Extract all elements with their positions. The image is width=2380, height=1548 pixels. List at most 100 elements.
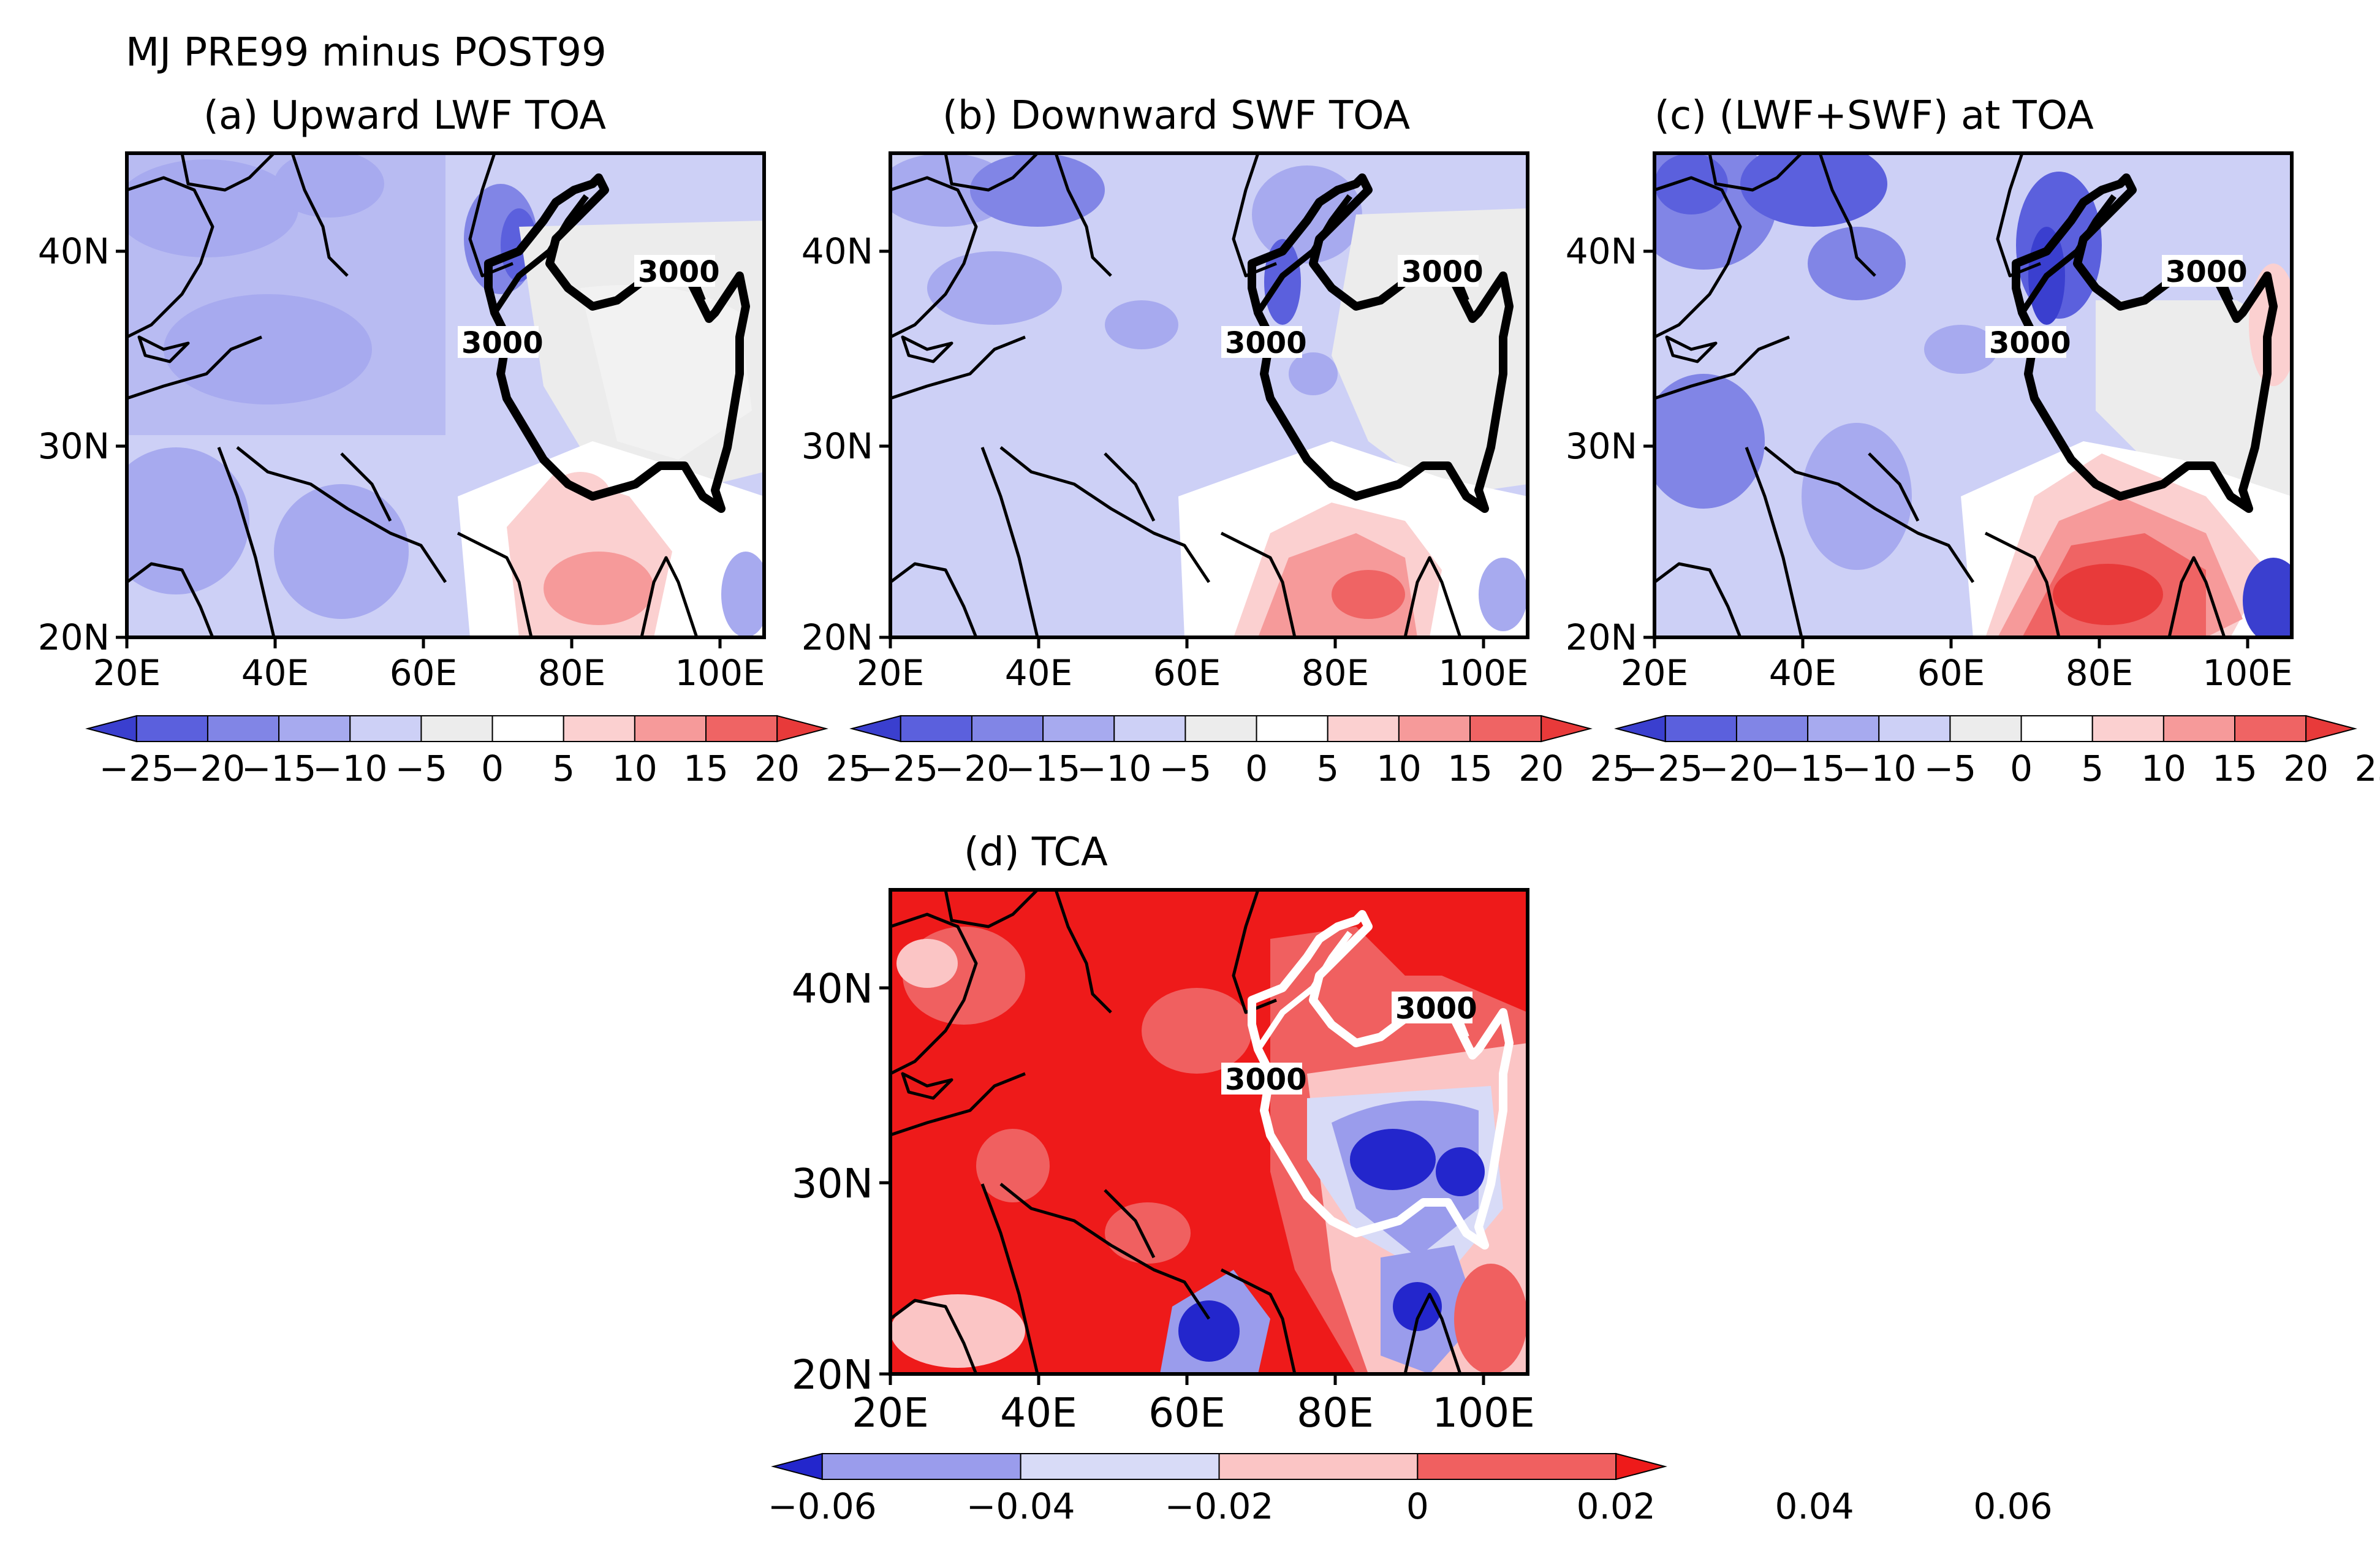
colorbar-label: 20: [1518, 748, 1564, 789]
panel-a-colorbar: −25−20−15−10 −5 0 5 10 15 20 25: [85, 715, 871, 789]
x-tick-label: 80E: [2066, 652, 2133, 694]
panel-c-y-axis: 40N 30N 20N: [1566, 230, 1654, 658]
colorbar-label: 15: [683, 748, 729, 789]
colorbar-label: −25: [99, 748, 174, 789]
panel-c-map: [1654, 153, 2292, 637]
colorbar-label: 5: [2081, 748, 2104, 789]
y-tick-label: 40N: [38, 230, 110, 272]
colorbar-label: −5: [395, 748, 448, 789]
colorbar-label: −5: [1924, 748, 1977, 789]
colorbar-label: 15: [1447, 748, 1493, 789]
colorbar-swatch: [900, 715, 972, 742]
panel-a-title: (a) Upward LWF TOA: [203, 93, 606, 138]
x-tick-label: 60E: [1153, 652, 1221, 694]
colorbar-label: 20: [2283, 748, 2329, 789]
panel-c-x-axis: 20E 40E 60E 80E 100E: [1621, 637, 2293, 694]
colorbar-swatch: [1042, 715, 1115, 742]
x-tick-label: 20E: [857, 652, 924, 694]
colorbar-swatch: [207, 715, 280, 742]
colorbar-swatch: [1417, 1453, 1617, 1480]
panel-b-x-axis: 20E 40E 60E 80E 100E: [857, 637, 1529, 694]
colorbar-label: −15: [241, 748, 316, 789]
colorbar-swatch: [1020, 1453, 1220, 1480]
x-tick-label: 60E: [1917, 652, 1985, 694]
colorbar-swatch: [1615, 1452, 1667, 1481]
colorbar-swatch: [634, 715, 707, 742]
panel-c-contour-label-1: 3000: [1985, 326, 2071, 360]
y-tick-label: 30N: [1566, 425, 1637, 467]
panel-a-frame: [125, 151, 766, 639]
y-tick-label: 40N: [1566, 230, 1637, 272]
panel-a-map: [127, 153, 764, 637]
colorbar-swatch: [1807, 715, 1880, 742]
colorbar-label: 0.04: [1775, 1485, 1854, 1527]
x-tick-label: 60E: [390, 652, 457, 694]
colorbar-swatch: [420, 715, 493, 742]
panel-d-x-axis: 20E 40E 60E 80E 100E: [852, 1374, 1535, 1436]
colorbar-swatch: [1469, 715, 1542, 742]
colorbar-swatch: [1184, 715, 1257, 742]
colorbar-label: −20: [170, 748, 245, 789]
colorbar-label: −0.02: [1165, 1485, 1274, 1527]
colorbar-label: 25: [1590, 748, 1635, 789]
x-tick-label: 60E: [1148, 1389, 1226, 1436]
colorbar-label: 0: [2010, 748, 2033, 789]
colorbar-label: −25: [863, 748, 938, 789]
x-tick-label: 100E: [1432, 1389, 1535, 1436]
panel-c-contour-label-2: 3000: [2162, 255, 2248, 289]
colorbar-swatch: [2305, 715, 2357, 743]
colorbar-swatch: [563, 715, 635, 742]
x-tick-label: 100E: [2202, 652, 2292, 694]
panel-d-title: (d) TCA: [964, 830, 1108, 875]
y-tick-label: 30N: [802, 425, 873, 467]
colorbar-label: −10: [1841, 748, 1916, 789]
colorbar-label: 10: [2141, 748, 2186, 789]
x-tick-label: 20E: [1621, 652, 1688, 694]
colorbar-swatch: [771, 1452, 823, 1481]
colorbar-label: 0.02: [1577, 1485, 1656, 1527]
colorbar-label: 0: [1245, 748, 1268, 789]
panel-d-y-axis: 40N 30N 20N: [792, 965, 890, 1398]
colorbar-label: 10: [1376, 748, 1422, 789]
x-tick-label: 40E: [1000, 1389, 1077, 1436]
panel-b-y-axis: 40N 30N 20N: [802, 230, 890, 658]
panel-c-colorbar: −25−20−15−10−5 0 5 10 15 20 25: [1614, 715, 2380, 789]
colorbar-label: −15: [1006, 748, 1080, 789]
figure-title: MJ PRE99 minus POST99: [126, 30, 607, 75]
panel-c-title: (c) (LWF+SWF) at TOA: [1654, 93, 2094, 138]
panel-a-x-axis: 20E 40E 60E 80E 100E: [93, 637, 765, 694]
colorbar-label: 15: [2212, 748, 2257, 789]
y-tick-label: 20N: [1566, 617, 1637, 658]
svg-text:3000: 3000: [2166, 255, 2248, 289]
colorbar-swatch: [349, 715, 422, 742]
svg-text:3000: 3000: [1395, 992, 1477, 1026]
colorbar-label: −20: [1699, 748, 1774, 789]
panel-a-contour-label-2: 3000: [634, 255, 720, 289]
svg-text:3000: 3000: [1225, 326, 1307, 360]
x-tick-label: 20E: [93, 652, 161, 694]
colorbar-label: 10: [612, 748, 658, 789]
panel-d-contour-label-2: 3000: [1392, 992, 1477, 1026]
panel-a-contour-label-1: 3000: [458, 326, 544, 360]
colorbar-swatch: [278, 715, 351, 742]
colorbar-swatch: [1113, 715, 1186, 742]
colorbar-label: −20: [934, 748, 1009, 789]
colorbar-label: −0.04: [966, 1485, 1075, 1527]
svg-text:3000: 3000: [1401, 255, 1484, 289]
panel-b: (b) Downward SWF TOA 3000 3000 40N 30N 2…: [802, 93, 1529, 694]
colorbar-swatch: [2091, 715, 2164, 742]
y-tick-label: 20N: [802, 617, 873, 658]
x-tick-label: 100E: [1438, 652, 1528, 694]
colorbar-swatch: [491, 715, 564, 742]
svg-text:3000: 3000: [638, 255, 720, 289]
panel-d-contour-label-1: 3000: [1221, 1063, 1307, 1097]
colorbar-swatch: [2020, 715, 2093, 742]
panel-b-contour-label-1: 3000: [1221, 326, 1307, 360]
y-tick-label: 40N: [792, 965, 873, 1012]
colorbar-label: −10: [1077, 748, 1151, 789]
colorbar-label: −25: [1628, 748, 1703, 789]
colorbar-swatch: [1664, 715, 1737, 742]
colorbar-label: 5: [1316, 748, 1339, 789]
panel-a: (a) Upward LWF TOA 3000 3000 40N 30N 20N: [38, 93, 766, 694]
